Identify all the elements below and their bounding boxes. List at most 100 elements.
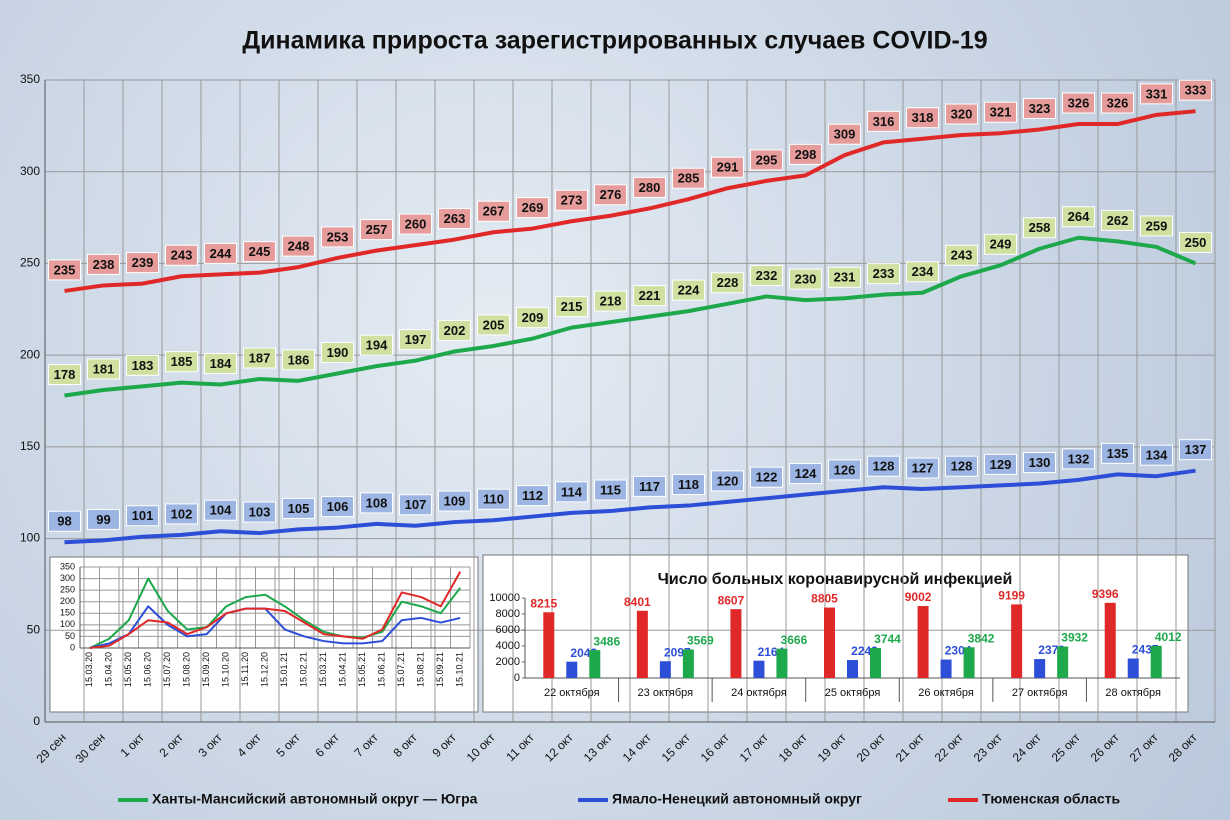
data-label: 243 <box>171 248 193 263</box>
label-box <box>282 235 315 257</box>
data-label: 8401 <box>624 595 651 609</box>
line <box>64 468 1196 545</box>
bar <box>940 659 952 678</box>
x-tick-label: 15 окт <box>659 730 693 764</box>
label-box <box>1062 448 1095 470</box>
data-label: 99 <box>96 512 110 527</box>
label-box <box>984 101 1017 123</box>
data-label: 186 <box>288 352 310 367</box>
label-box <box>828 459 861 481</box>
data-label: 326 <box>1107 95 1129 110</box>
x-tick-label: 17 окт <box>737 730 771 764</box>
x-tick-label: 3 окт <box>195 730 225 760</box>
label-box <box>282 497 315 519</box>
label-box <box>867 110 900 132</box>
x-tick-label: 15.02.21 <box>299 652 309 687</box>
label-box <box>1140 83 1173 105</box>
data-label: 215 <box>561 299 583 314</box>
data-label: 264 <box>1068 209 1090 224</box>
y-tick-label: 0 <box>514 672 520 684</box>
label-box <box>1179 439 1212 461</box>
data-label: 234 <box>912 264 934 279</box>
x-tick-label: 25 октября <box>825 687 881 699</box>
label-box <box>711 470 744 492</box>
label-box <box>633 176 666 198</box>
x-tick-label: 20 окт <box>854 730 888 764</box>
label-box <box>165 244 198 266</box>
label-box <box>360 492 393 514</box>
label-box <box>750 264 783 286</box>
label-box <box>672 167 705 189</box>
data-label: 262 <box>1107 213 1129 228</box>
data-label: 291 <box>717 160 739 175</box>
data-label: 232 <box>756 268 778 283</box>
x-tick-label: 15.08.20 <box>182 652 192 687</box>
data-label: 110 <box>483 492 504 507</box>
data-label: 194 <box>366 338 388 353</box>
x-tick-label: 23 окт <box>971 730 1005 764</box>
data-label: 218 <box>600 294 622 309</box>
label-box <box>1062 206 1095 228</box>
data-label: 129 <box>990 457 1012 472</box>
data-label: 250 <box>1185 235 1207 250</box>
x-tick-label: 15.09.21 <box>435 652 445 687</box>
data-label: 128 <box>873 459 895 474</box>
label-box <box>87 253 120 275</box>
label-box <box>204 499 237 521</box>
x-tick-label: 30 сен <box>73 730 108 765</box>
line <box>89 605 461 649</box>
x-tick-label: 15.06.20 <box>143 652 153 687</box>
label-box <box>243 241 276 263</box>
label-box <box>945 244 978 266</box>
label-box <box>477 314 510 336</box>
data-label: 239 <box>132 255 154 270</box>
x-tick-label: 15.03.20 <box>84 652 94 687</box>
label-box <box>360 219 393 241</box>
x-tick-label: 15.03.21 <box>318 652 328 687</box>
label-box <box>321 341 354 363</box>
data-label: 230 <box>795 272 817 287</box>
label-box <box>48 363 81 385</box>
label-box <box>477 488 510 510</box>
y-tick-label: 350 <box>60 561 75 571</box>
data-label: 124 <box>795 466 817 481</box>
x-tick-label: 9 окт <box>429 730 459 760</box>
data-label: 109 <box>444 494 466 509</box>
label-box <box>438 319 471 341</box>
data-label: 135 <box>1107 446 1129 461</box>
x-tick-label: 7 окт <box>351 730 381 760</box>
label-box <box>945 455 978 477</box>
x-tick-label: 21 окт <box>893 730 927 764</box>
label-box <box>594 184 627 206</box>
data-label: 316 <box>873 114 895 129</box>
data-label: 127 <box>912 460 934 475</box>
label-box <box>633 285 666 307</box>
x-tick-label: 28 октября <box>1105 687 1161 699</box>
label-box <box>750 149 783 171</box>
data-label: 9002 <box>905 590 932 604</box>
bar <box>730 609 742 678</box>
bar <box>753 660 765 678</box>
data-label: 245 <box>249 244 271 259</box>
data-label: 244 <box>210 246 232 261</box>
label-box <box>1101 442 1134 464</box>
data-label: 267 <box>483 204 505 219</box>
x-tick-label: 11 окт <box>503 730 537 764</box>
x-tick-label: 15.01.21 <box>279 652 289 687</box>
data-label: 326 <box>1068 95 1090 110</box>
x-tick-label: 15.05.20 <box>123 652 133 687</box>
bar <box>824 607 835 678</box>
label-box <box>1023 452 1056 474</box>
x-tick-label: 15.04.20 <box>104 652 114 687</box>
data-label: 117 <box>639 479 660 494</box>
data-label: 253 <box>327 229 349 244</box>
x-tick-label: 18 окт <box>776 730 810 764</box>
bar <box>682 649 694 678</box>
y-tick-label: 0 <box>70 642 75 652</box>
legend-label: Ханты-Мансийский автономный округ — Югра <box>152 791 478 807</box>
data-label: 295 <box>756 152 778 167</box>
data-label: 298 <box>795 147 817 162</box>
data-label: 130 <box>1029 455 1051 470</box>
inset-bar-panel <box>482 554 1189 713</box>
